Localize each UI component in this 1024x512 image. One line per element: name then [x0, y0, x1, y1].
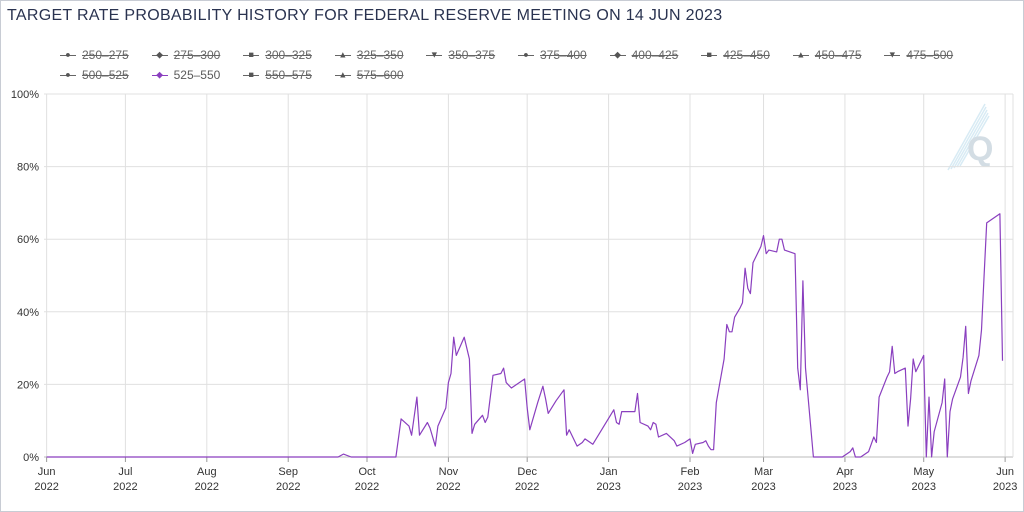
legend-item-425-450[interactable]: ■ 425–450 [701, 47, 770, 63]
legend-item-250-275[interactable]: ● 250–275 [60, 47, 129, 63]
legend-item-450-475[interactable]: ▲ 450–475 [792, 47, 862, 63]
x-tick-label: Oct [358, 466, 375, 478]
x-tick-label: Aug [197, 466, 217, 478]
triangle-down-icon: ▼ [426, 50, 443, 60]
square-icon: ■ [243, 70, 260, 80]
x-tick-year-label: 2022 [34, 481, 58, 493]
legend-label: 325–350 [356, 48, 404, 62]
legend-item-400-425[interactable]: ◆ 400–425 [609, 47, 679, 63]
legend-label: 475–500 [906, 48, 954, 62]
y-tick-label: 20% [17, 379, 39, 391]
legend-label: 525–550 [173, 68, 221, 82]
legend-label: 425–450 [723, 48, 770, 62]
legend-item-275-300[interactable]: ◆ 275–300 [151, 47, 221, 63]
legend-item-375-400[interactable]: ● 375–400 [518, 47, 587, 63]
legend-item-550-575[interactable]: ■ 550–575 [243, 67, 312, 83]
legend-label: 450–475 [814, 48, 862, 62]
y-tick-label: 60% [17, 234, 39, 246]
svg-text:Q: Q [967, 130, 993, 168]
x-tick-label: Jul [118, 466, 132, 478]
x-tick-year-label: 2022 [355, 481, 379, 493]
legend-label: 275–300 [173, 48, 221, 62]
legend-label: 550–575 [265, 68, 312, 82]
x-tick-label: Nov [439, 466, 459, 478]
legend-label: 575–600 [356, 68, 404, 82]
y-tick-label: 40% [17, 307, 39, 319]
watermark-logo-icon: Q [947, 103, 993, 171]
circle-icon: ● [518, 50, 534, 60]
triangle-icon: ▲ [334, 70, 351, 80]
legend-item-500-525[interactable]: ● 500–525 [60, 67, 129, 83]
legend-item-325-350[interactable]: ▲ 325–350 [334, 47, 404, 63]
diamond-icon: ◆ [151, 50, 168, 60]
x-tick-year-label: 2023 [678, 481, 702, 493]
x-tick-year-label: 2023 [993, 481, 1017, 493]
y-tick-label: 0% [23, 452, 39, 464]
legend-label: 250–275 [82, 48, 129, 62]
legend-label: 375–400 [540, 48, 587, 62]
y-tick-label: 80% [17, 162, 39, 174]
legend-item-350-375[interactable]: ▼ 350–375 [426, 47, 495, 63]
x-tick-label: Feb [681, 466, 700, 478]
triangle-icon: ▲ [792, 50, 809, 60]
x-tick-label: Jan [600, 466, 618, 478]
circle-icon: ● [60, 70, 76, 80]
x-tick-year-label: 2022 [276, 481, 300, 493]
x-tick-year-label: 2022 [113, 481, 137, 493]
x-tick-label: Jun [996, 466, 1014, 478]
legend-item-475-500[interactable]: ▼ 475–500 [884, 47, 953, 63]
x-tick-label: Sep [278, 466, 298, 478]
legend-label: 400–425 [631, 48, 679, 62]
legend-label: 300–325 [265, 48, 312, 62]
diamond-icon: ◆ [151, 70, 168, 80]
x-tick-year-label: 2023 [833, 481, 857, 493]
circle-icon: ● [60, 50, 76, 60]
legend-item-300-325[interactable]: ■ 300–325 [243, 47, 312, 63]
x-tick-label: Dec [517, 466, 537, 478]
x-tick-year-label: 2022 [515, 481, 539, 493]
diamond-icon: ◆ [609, 50, 626, 60]
triangle-down-icon: ▼ [884, 50, 901, 60]
legend-label: 500–525 [82, 68, 129, 82]
x-tick-year-label: 2023 [596, 481, 620, 493]
triangle-icon: ▲ [334, 50, 351, 60]
x-tick-year-label: 2022 [436, 481, 460, 493]
x-tick-year-label: 2023 [751, 481, 775, 493]
x-tick-year-label: 2023 [911, 481, 935, 493]
square-icon: ■ [243, 50, 260, 60]
legend-item-575-600[interactable]: ▲ 575–600 [334, 67, 404, 83]
y-tick-label: 100% [11, 89, 39, 101]
x-tick-label: Jun [38, 466, 56, 478]
legend-label: 350–375 [448, 48, 496, 62]
square-icon: ■ [701, 50, 718, 60]
legend-item-525-550[interactable]: ◆ 525–550 [151, 67, 221, 83]
chart-title: TARGET RATE PROBABILITY HISTORY FOR FEDE… [7, 7, 723, 24]
x-tick-label: Apr [836, 466, 853, 478]
x-tick-label: Mar [754, 466, 773, 478]
x-tick-year-label: 2022 [195, 481, 219, 493]
series-line-525-550 [46, 213, 1004, 458]
x-tick-label: May [913, 466, 934, 478]
